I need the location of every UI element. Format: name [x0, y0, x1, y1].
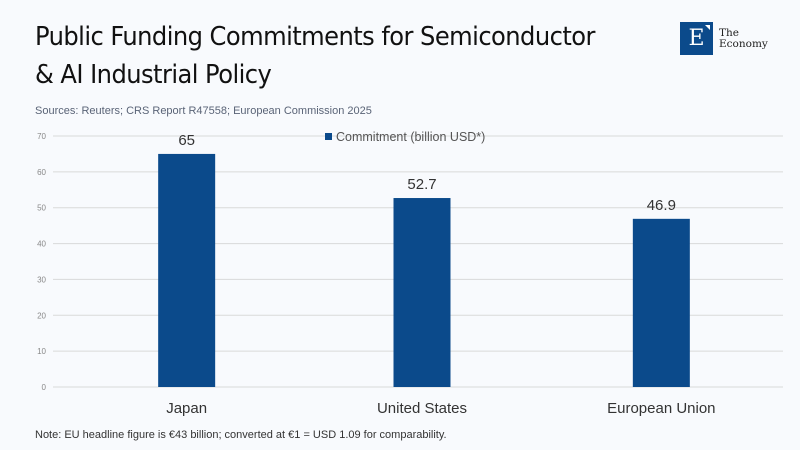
bars	[158, 153, 690, 387]
legend: Commitment (billion USD*)	[325, 130, 485, 144]
y-axis-ticks: 0 10 20 30 40 50 60 70	[37, 132, 46, 392]
y-tick-label: 60	[37, 168, 46, 177]
title-line-1: Public Funding Commitments for Semicondu…	[35, 22, 595, 52]
y-tick-label: 50	[37, 204, 46, 213]
data-labels: 65 52.7 46.9	[178, 132, 676, 214]
logo-e-icon: E	[680, 22, 713, 55]
logo-line-1: The	[719, 26, 739, 39]
y-tick-label: 10	[37, 347, 46, 356]
x-axis-labels: Japan United States European Union	[166, 400, 715, 417]
bar	[632, 218, 690, 387]
x-tick-label: European Union	[607, 400, 715, 417]
logo-wordmark: The Economy	[719, 26, 768, 50]
sources-text: Sources: Reuters; CRS Report R47558; Eur…	[35, 105, 372, 117]
the-economy-logo: E The Economy	[680, 22, 768, 55]
title-line-2: & AI Industrial Policy	[35, 60, 272, 90]
legend-swatch	[325, 133, 332, 140]
bar	[393, 198, 451, 387]
y-tick-label: 20	[37, 311, 46, 320]
logo-line-2: Economy	[719, 37, 768, 50]
data-label: 46.9	[647, 197, 676, 214]
y-tick-label: 40	[37, 240, 46, 249]
y-tick-label: 70	[37, 132, 46, 141]
x-tick-label: Japan	[166, 400, 207, 417]
legend-label: Commitment (billion USD*)	[336, 130, 485, 144]
data-label: 52.7	[407, 176, 436, 193]
x-tick-label: United States	[377, 400, 467, 417]
data-label: 65	[178, 132, 195, 149]
bar	[158, 153, 216, 387]
footnote: Note: EU headline figure is €43 billion;…	[35, 429, 447, 441]
y-tick-label: 0	[42, 383, 47, 392]
chart-title: Public Funding Commitments for Semicondu…	[35, 18, 595, 94]
y-tick-label: 30	[37, 275, 46, 284]
